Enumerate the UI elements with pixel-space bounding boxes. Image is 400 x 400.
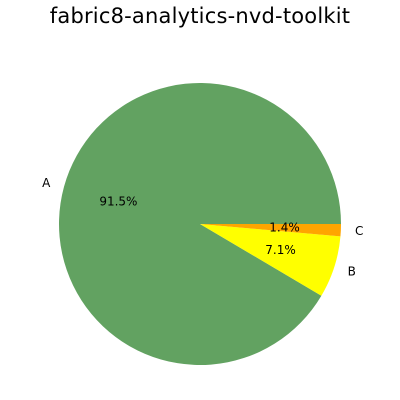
- chart-title: fabric8-analytics-nvd-toolkit: [49, 4, 351, 28]
- slice-label-c: C: [355, 224, 363, 238]
- slice-pct-label-a: 91.5%: [99, 195, 137, 209]
- slice-pct-label-b: 7.1%: [265, 243, 296, 257]
- slice-label-b: B: [348, 264, 356, 278]
- pie-slice-a: [58, 83, 341, 366]
- slice-label-a: A: [42, 176, 51, 190]
- pie-slice-c: [200, 224, 341, 237]
- pie-slice-b: [200, 224, 341, 296]
- slice-pct-label-c: 1.4%: [269, 221, 300, 235]
